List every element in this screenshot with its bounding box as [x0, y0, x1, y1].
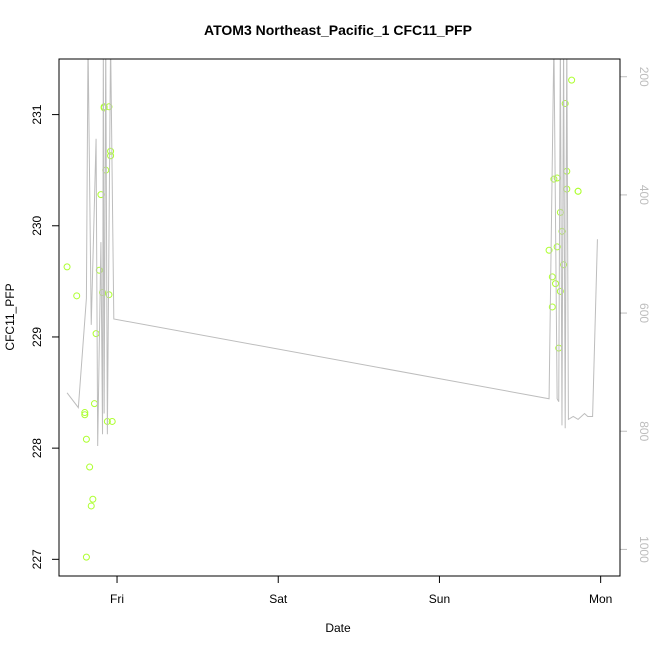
data-point	[574, 187, 582, 195]
data-point	[86, 463, 94, 471]
data-point	[558, 227, 566, 235]
series-line	[66, 59, 598, 447]
data-point	[87, 502, 95, 510]
data-point	[89, 495, 97, 503]
data-point	[548, 303, 556, 311]
data-point	[560, 261, 568, 269]
right-y-tick-label: 600	[637, 303, 650, 323]
data-point	[107, 147, 115, 155]
data-point	[556, 287, 564, 295]
right-y-tick-label: 200	[637, 67, 650, 87]
data-point	[81, 411, 89, 419]
y-tick-label: 231	[30, 104, 44, 124]
data-point	[81, 409, 89, 417]
chart-title: ATOM3 Northeast_Pacific_1 CFC11_PFP	[204, 22, 472, 38]
data-point	[108, 417, 116, 425]
data-point	[82, 553, 90, 561]
right-y-tick-label: 1000	[637, 536, 650, 563]
x-tick-label: Sun	[429, 592, 450, 606]
y-tick-label: 228	[30, 438, 44, 458]
y-tick-label: 229	[30, 327, 44, 347]
x-tick-label: Fri	[110, 592, 124, 606]
x-tick-label: Mon	[589, 592, 612, 606]
data-point	[545, 246, 553, 254]
data-point	[100, 104, 108, 112]
data-point	[561, 99, 569, 107]
data-point	[568, 76, 576, 84]
data-point	[73, 292, 81, 300]
data-point	[63, 263, 71, 271]
right-y-tick-label: 800	[637, 421, 650, 441]
y-tick-label: 230	[30, 215, 44, 235]
y-axis-label: CFC11_PFP	[3, 283, 17, 350]
right-y-tick-label: 400	[637, 185, 650, 205]
data-point	[553, 243, 561, 251]
data-point	[82, 435, 90, 443]
data-point	[548, 273, 556, 281]
x-axis-label: Date	[325, 621, 351, 635]
y-tick-label: 227	[30, 549, 44, 569]
plot-area: 227 228 229 230 231 Fri Sat Sun Mon 200 400 600 800 1…	[30, 59, 650, 606]
x-tick-label: Sat	[269, 592, 288, 606]
data-point	[552, 280, 560, 288]
data-point	[550, 175, 558, 183]
plot-frame	[58, 58, 621, 577]
data-point	[107, 152, 115, 160]
